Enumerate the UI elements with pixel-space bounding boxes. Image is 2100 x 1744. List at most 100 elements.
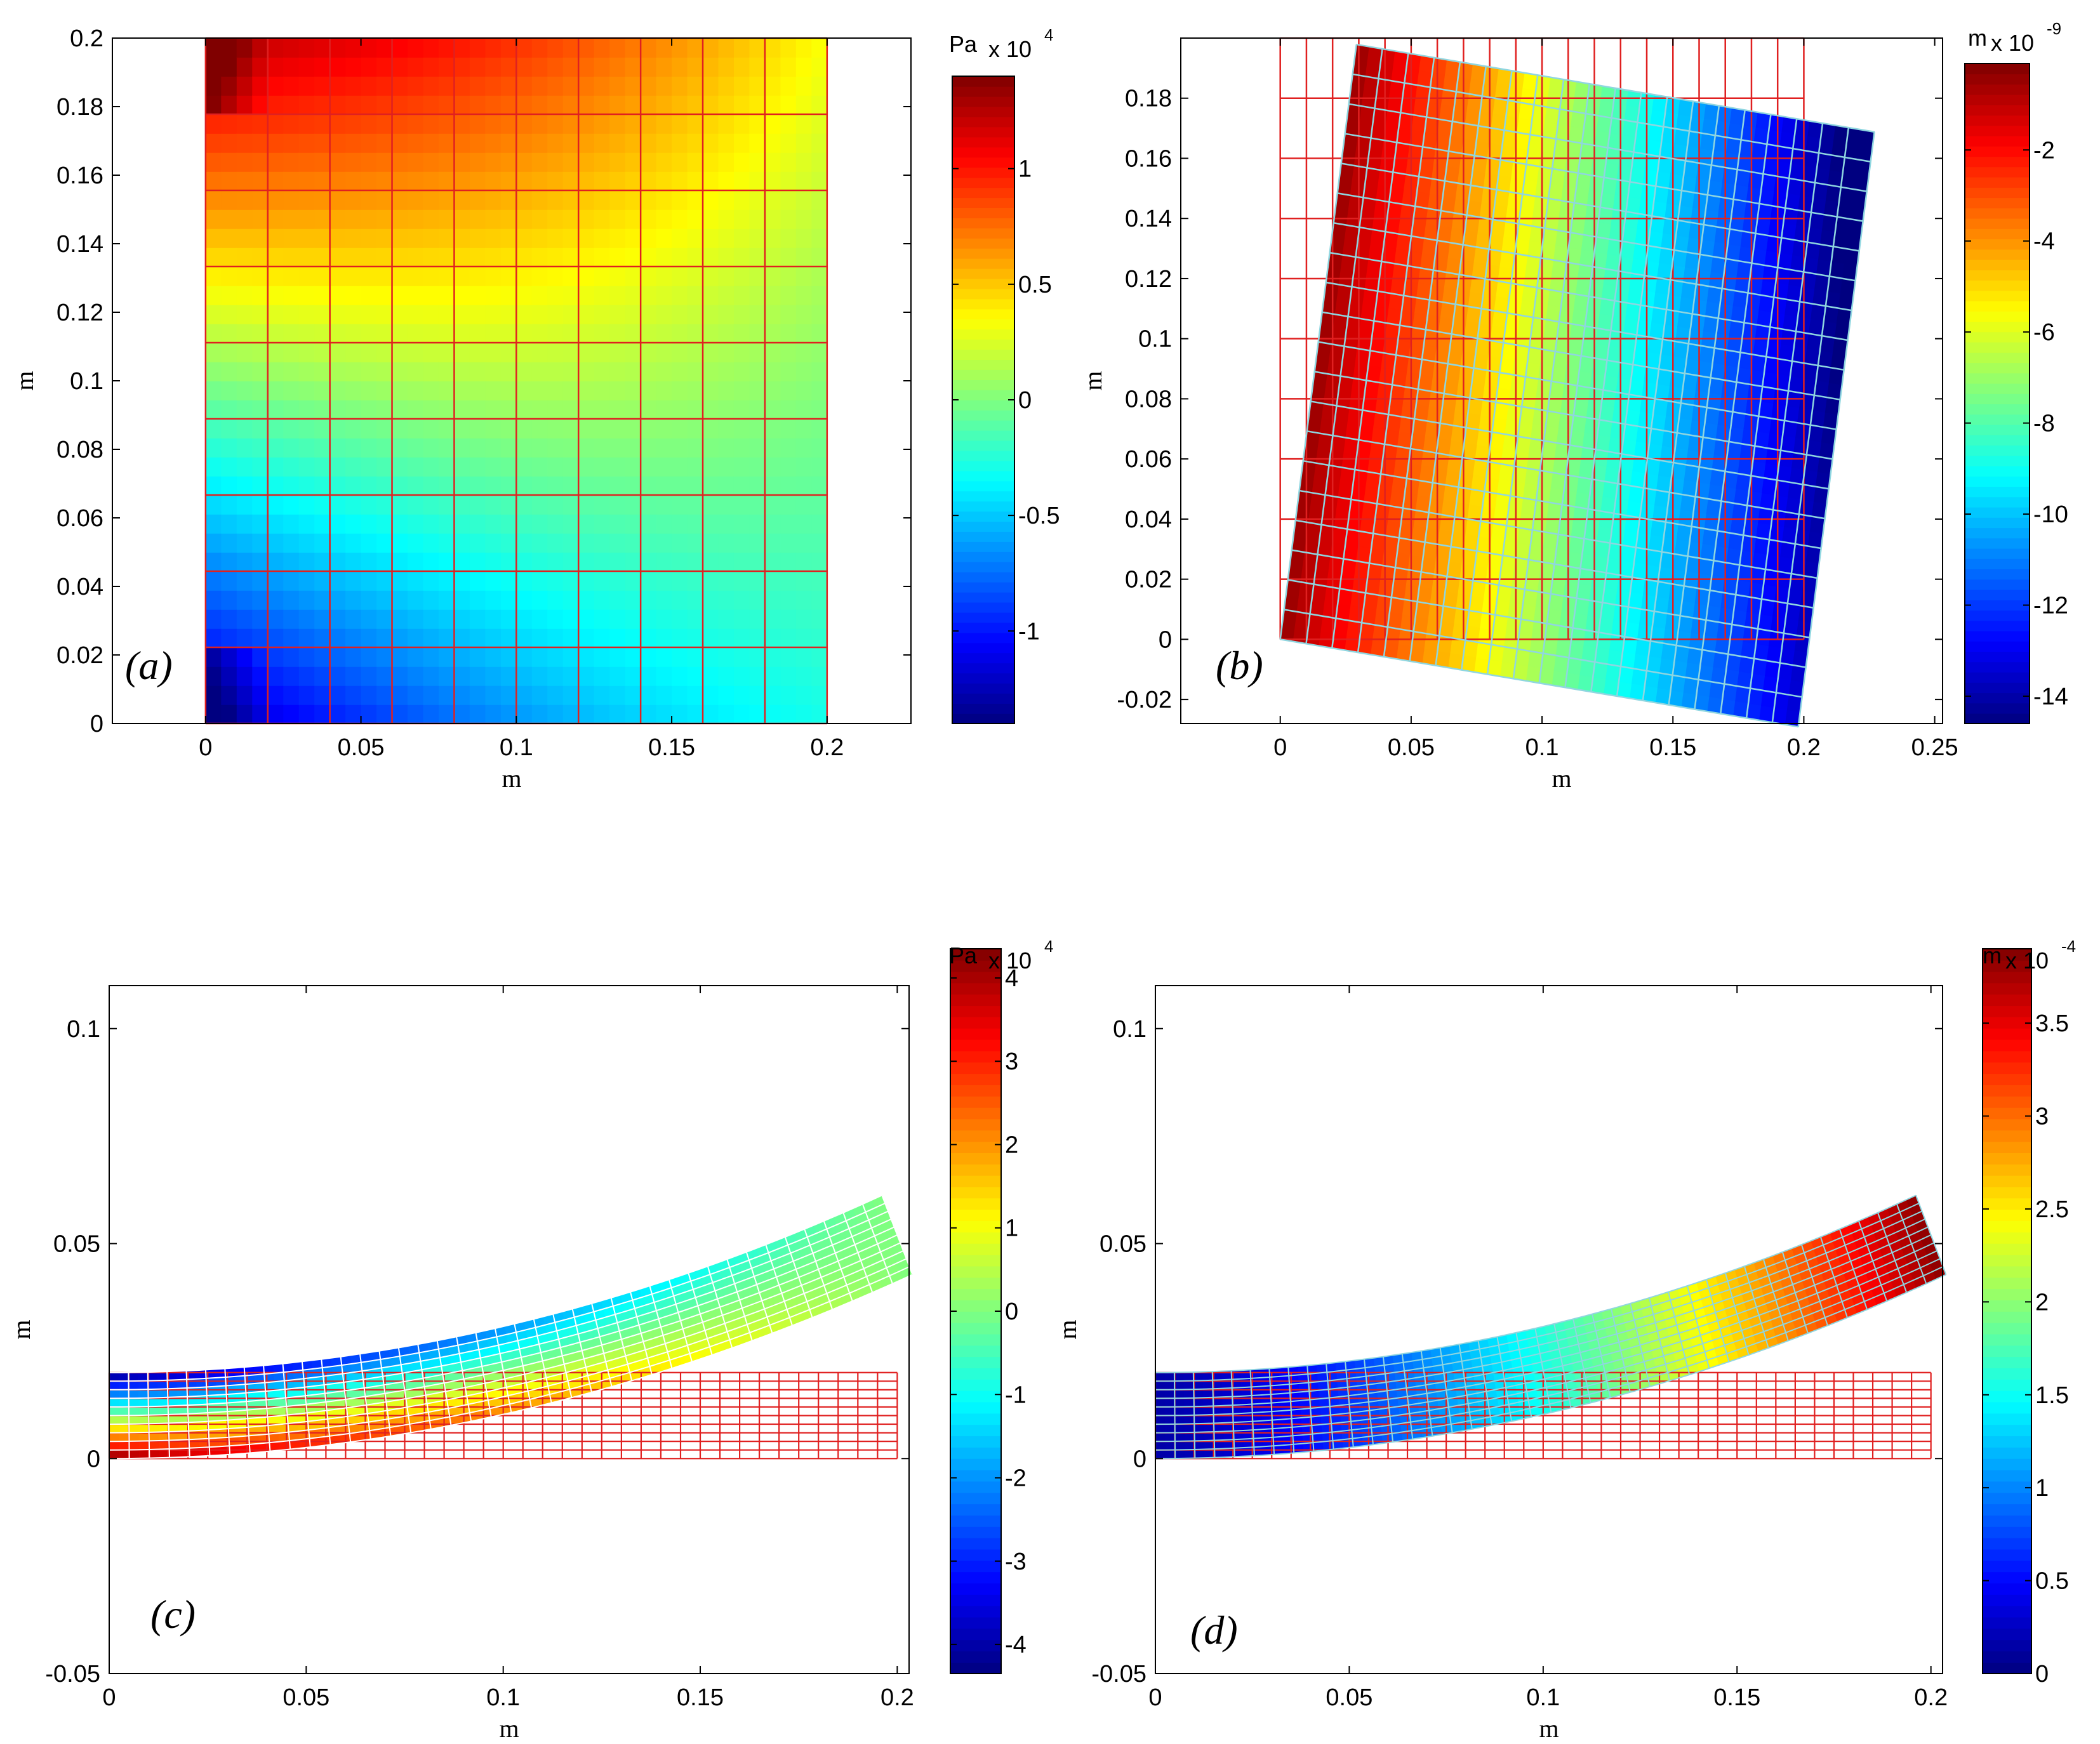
field-cell [703, 381, 719, 400]
field-cell [811, 171, 828, 191]
field-cell [361, 171, 377, 191]
field-cell [687, 133, 703, 153]
colorbar-tick-label: 0 [1005, 1298, 1018, 1325]
field-cell [703, 305, 719, 324]
field-cell [594, 647, 610, 667]
colorbar-segment [952, 187, 1014, 199]
colorbar-segment [1965, 341, 2030, 353]
field-cell [547, 495, 564, 515]
field-cell [625, 571, 641, 591]
field-cell [283, 95, 300, 115]
colorbar-segment [950, 1390, 1001, 1403]
colorbar-segment [1965, 506, 2030, 518]
field-cell [376, 343, 393, 362]
field-cell [345, 228, 362, 248]
field-cell [500, 457, 517, 477]
field-cell [500, 381, 517, 400]
field-cell [454, 95, 470, 115]
field-cell [764, 400, 781, 419]
y-tick-label: 0.16 [56, 162, 103, 189]
panel-label: (a) [125, 643, 173, 688]
field-cell [283, 324, 300, 343]
field-cell [329, 248, 346, 267]
colorbar-segment [952, 511, 1014, 522]
field-cell [531, 286, 548, 305]
field-cell [236, 362, 253, 381]
field-cell [408, 324, 424, 343]
field-cell [438, 57, 455, 77]
field-cell [196, 1378, 207, 1388]
field-cell [531, 267, 548, 286]
field-cell [283, 362, 300, 381]
field-cell [345, 95, 362, 115]
colorbar-exponent: 4 [1044, 937, 1053, 956]
field-cell [749, 286, 766, 305]
y-tick-label: 0.08 [56, 437, 103, 463]
field-cell [516, 381, 533, 400]
field-cell [376, 381, 393, 400]
field-cell [252, 228, 269, 248]
field-cell [252, 438, 269, 458]
field-cell [109, 1424, 120, 1434]
colorbar-segment [950, 1265, 1001, 1278]
field-cell [298, 685, 315, 705]
field-cell [578, 552, 595, 572]
field-cell [531, 647, 548, 667]
colorbar-unit: Pa [949, 942, 978, 968]
field-cell [237, 1410, 248, 1420]
colorbar-segment [950, 1243, 1001, 1255]
field-cell [298, 495, 315, 515]
field-cell [672, 609, 688, 629]
colorbar-segment [950, 1481, 1001, 1493]
colorbar-segment [950, 1503, 1001, 1516]
field-cell [609, 171, 626, 191]
field-cell [703, 590, 719, 610]
field-cell [516, 114, 533, 134]
field-cell [609, 457, 626, 477]
field-cell [1174, 1449, 1186, 1459]
field-cell [197, 1404, 208, 1414]
field-cell [578, 514, 595, 534]
colorbar-segment [952, 319, 1014, 330]
deformed-mesh-line [109, 1219, 892, 1399]
field-cell [485, 666, 502, 686]
field-cell [345, 533, 362, 553]
field-cell [562, 533, 580, 553]
field-cell [438, 248, 455, 267]
field-cell [780, 381, 797, 400]
field-cell [795, 533, 813, 553]
field-cell [267, 400, 284, 419]
colorbar-segment [1965, 600, 2030, 611]
field-cell [500, 476, 517, 496]
field-cell [469, 400, 486, 419]
field-cell [252, 666, 269, 686]
field-cell [209, 1446, 220, 1457]
field-cell [236, 171, 253, 191]
field-cell [764, 457, 781, 477]
y-tick-label: 0.12 [56, 300, 103, 326]
field-cell [780, 190, 797, 210]
field-cell [578, 704, 595, 724]
field-cell [500, 495, 517, 515]
field-cell [656, 324, 672, 343]
field-cell [562, 95, 580, 115]
field-cell [392, 400, 408, 419]
colorbar-tick-label: -1 [1005, 1382, 1027, 1408]
field-cell [485, 571, 502, 591]
field-cell [1278, 1366, 1289, 1377]
field-cell [578, 133, 595, 153]
field-cell [345, 514, 362, 534]
field-cell [733, 95, 750, 115]
field-cell [811, 533, 828, 553]
field-cell [500, 628, 517, 648]
colorbar-segment [952, 501, 1014, 512]
field-cell [625, 57, 641, 77]
field-cell [267, 704, 284, 724]
field-cell [361, 647, 377, 667]
field-cell [423, 343, 439, 362]
colorbar-segment [952, 76, 1014, 87]
deformed-mesh-line [109, 1194, 882, 1373]
field-cell [718, 457, 734, 477]
field-cell [641, 666, 657, 686]
